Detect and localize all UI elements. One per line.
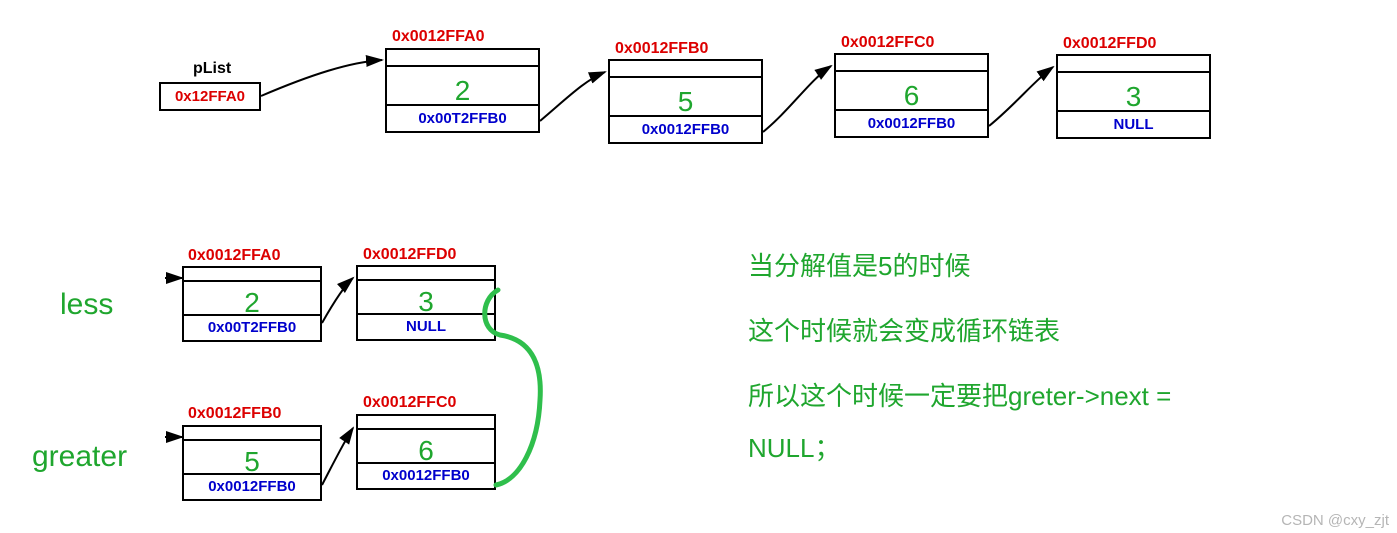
top-value-0: 2	[387, 67, 538, 106]
plist-box: 0x12FFA0	[159, 82, 261, 111]
explain-line-1: 这个时候就会变成循环链表	[748, 313, 1060, 349]
plist-label: pList	[193, 60, 231, 78]
top-addr-1: 0x0012FFB0	[615, 40, 708, 58]
arrow-2	[763, 66, 831, 132]
greater-node-0: 50x0012FFB0	[182, 425, 322, 501]
greater-next-0: 0x0012FFB0	[184, 475, 320, 499]
top-next-0: 0x00T2FFB0	[387, 106, 538, 131]
less-label: less	[60, 288, 113, 322]
explain-line-2: 所以这个时候一定要把greter->next =	[748, 378, 1171, 414]
explain-line-3: NULL；	[748, 430, 840, 466]
arrow-4	[322, 278, 353, 323]
less-value-1: 3	[358, 281, 494, 315]
top-value-3: 3	[1058, 73, 1209, 112]
greater-value-0: 5	[184, 441, 320, 475]
less-addr-0: 0x0012FFA0	[188, 247, 281, 265]
top-addr-2: 0x0012FFC0	[841, 34, 934, 52]
top-node-2: 60x0012FFB0	[834, 53, 989, 138]
less-next-1: NULL	[358, 315, 494, 339]
arrow-1	[540, 72, 605, 121]
greater-addr-0: 0x0012FFB0	[188, 405, 281, 423]
plist-value: 0x12FFA0	[175, 88, 245, 105]
greater-next-1: 0x0012FFB0	[358, 464, 494, 488]
less-value-0: 2	[184, 282, 320, 316]
top-next-3: NULL	[1058, 112, 1209, 137]
greater-node-1: 60x0012FFB0	[356, 414, 496, 490]
arrow-5	[322, 428, 353, 485]
top-value-2: 6	[836, 72, 987, 111]
top-addr-0: 0x0012FFA0	[392, 28, 485, 46]
arrow-0	[261, 60, 382, 96]
top-addr-3: 0x0012FFD0	[1063, 35, 1156, 53]
top-node-0: 20x00T2FFB0	[385, 48, 540, 133]
less-next-0: 0x00T2FFB0	[184, 316, 320, 340]
less-addr-1: 0x0012FFD0	[363, 246, 456, 264]
less-node-1: 3NULL	[356, 265, 496, 341]
top-node-3: 3NULL	[1056, 54, 1211, 139]
top-next-1: 0x0012FFB0	[610, 117, 761, 142]
explain-line-0: 当分解值是5的时候	[748, 248, 970, 284]
top-node-1: 50x0012FFB0	[608, 59, 763, 144]
arrow-3	[989, 67, 1053, 126]
less-node-0: 20x00T2FFB0	[182, 266, 322, 342]
greater-value-1: 6	[358, 430, 494, 464]
top-value-1: 5	[610, 78, 761, 117]
top-next-2: 0x0012FFB0	[836, 111, 987, 136]
greater-addr-1: 0x0012FFC0	[363, 394, 456, 412]
greater-label: greater	[32, 440, 127, 474]
watermark: CSDN @cxy_zjt	[1281, 512, 1389, 529]
